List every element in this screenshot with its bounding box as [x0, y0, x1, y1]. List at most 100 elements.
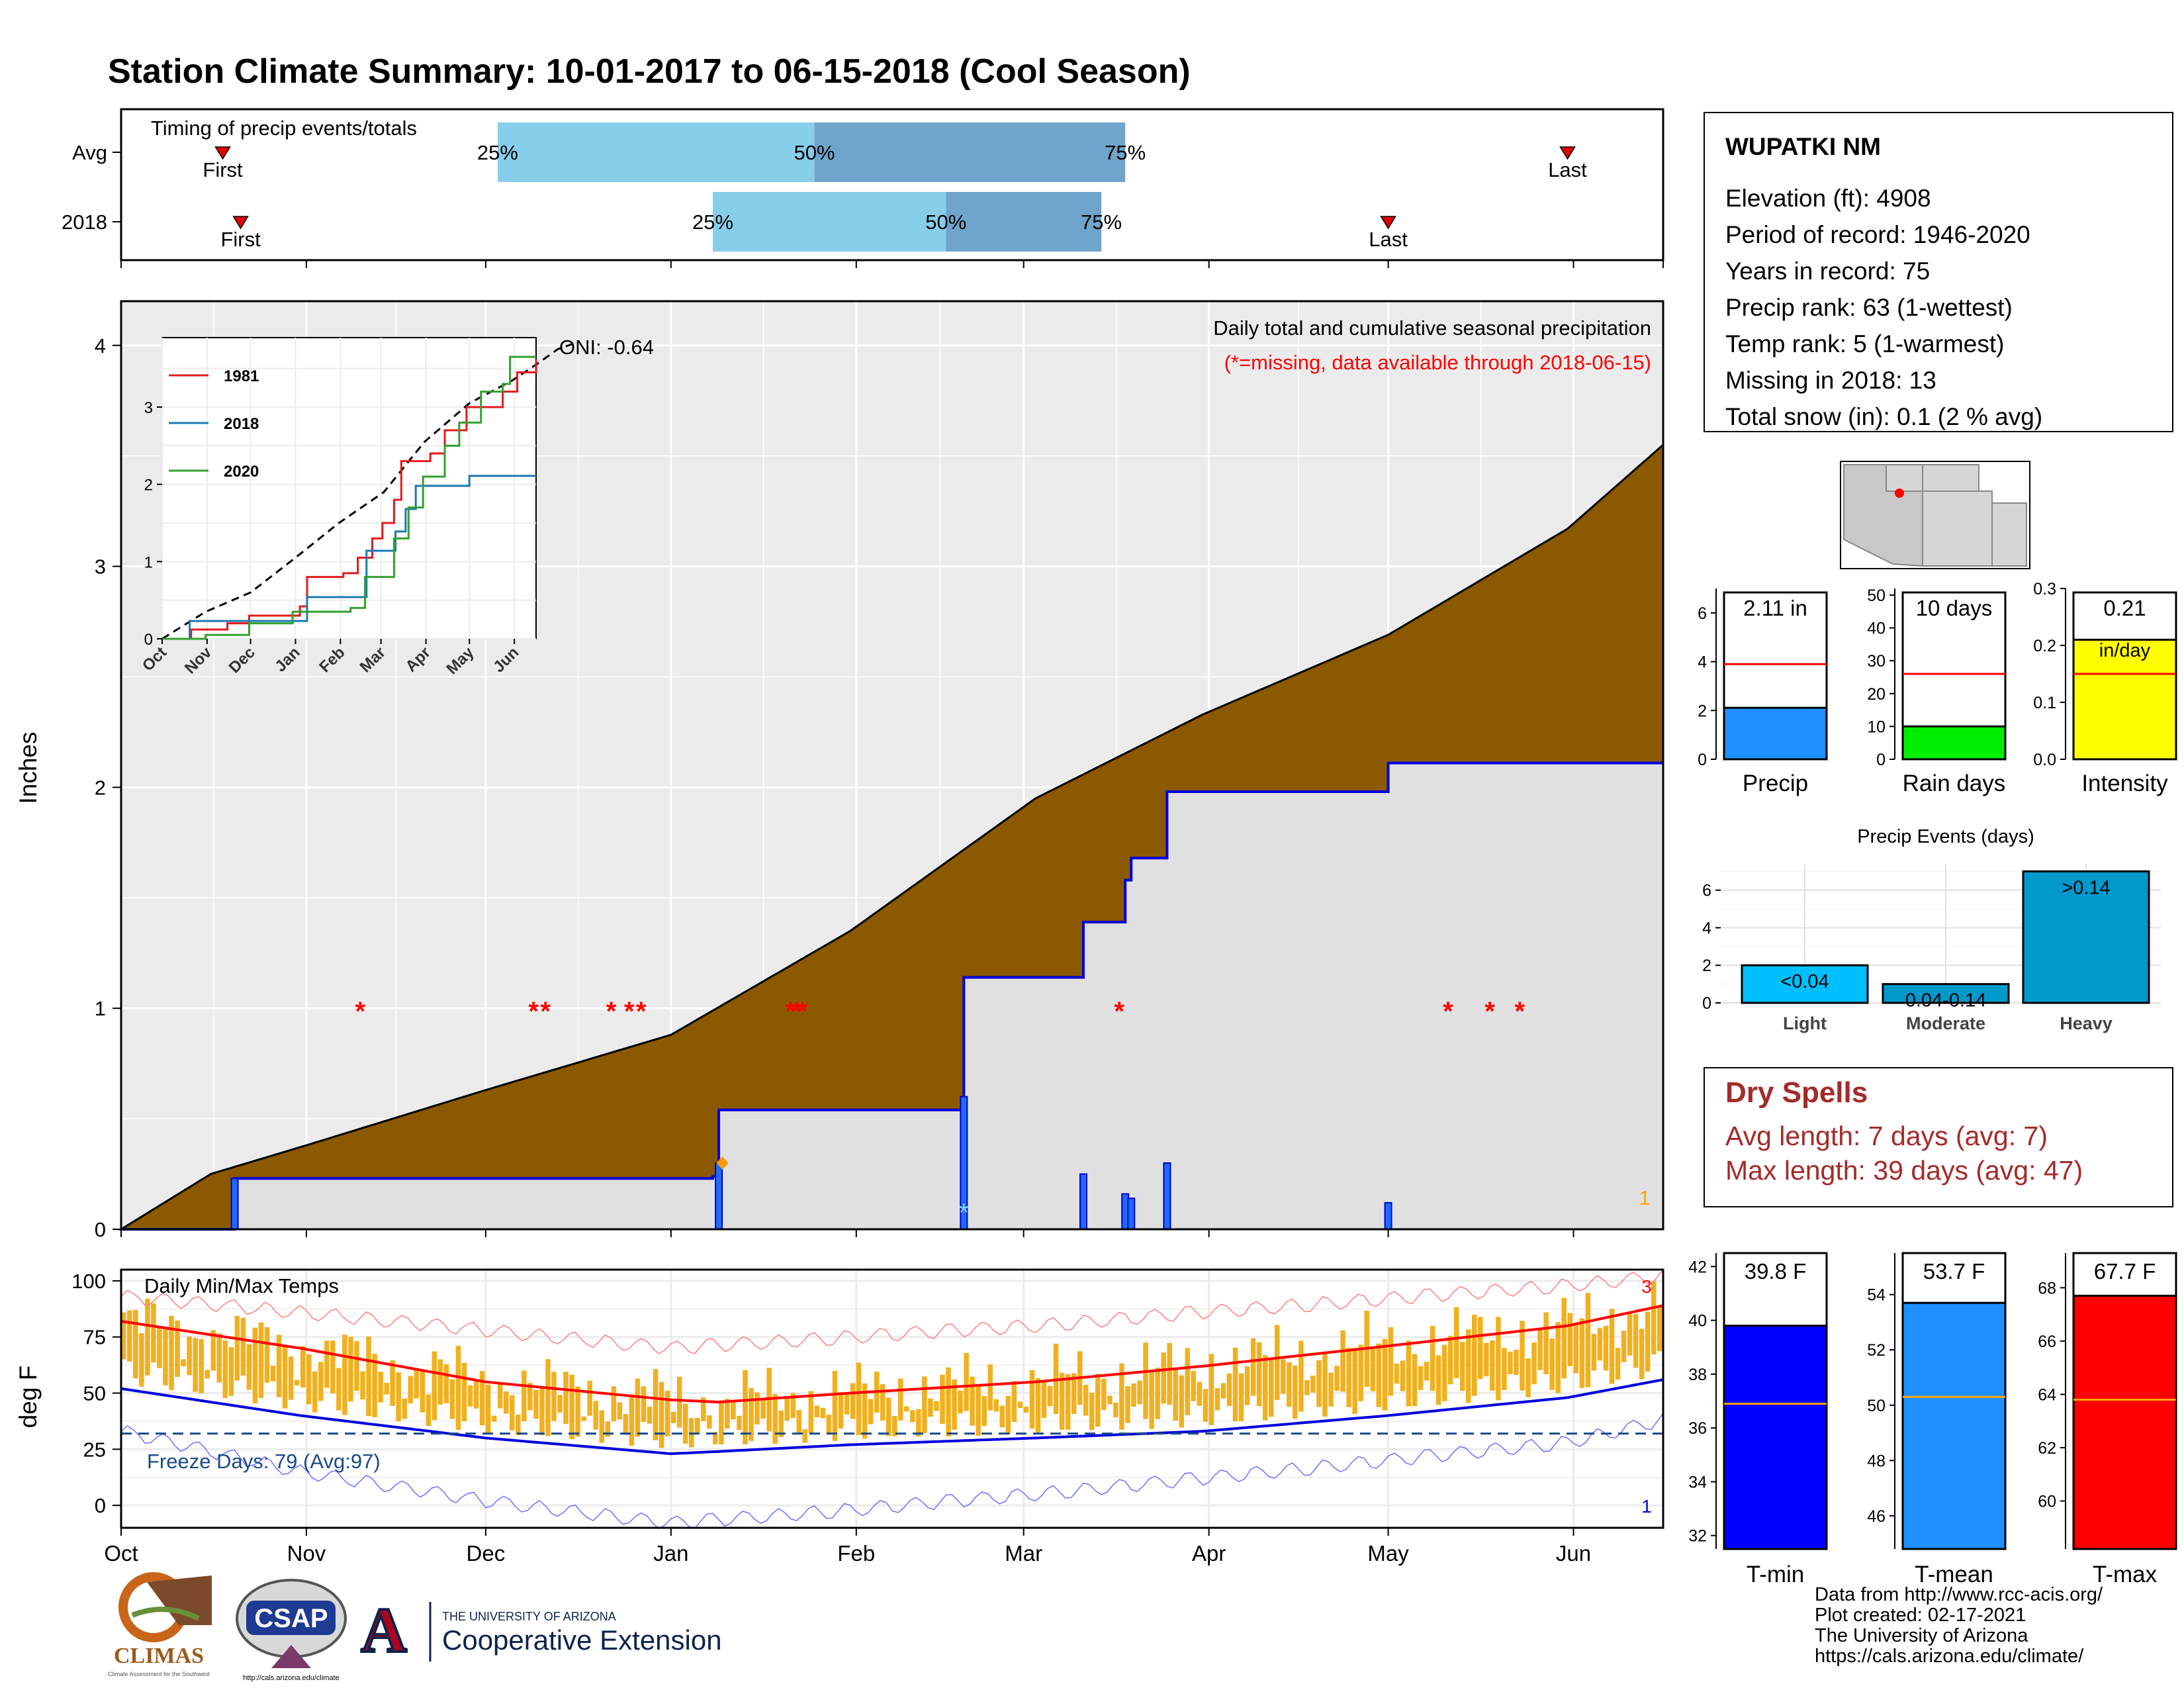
daily-temp-bar	[1400, 1360, 1406, 1391]
timing-first-label: First	[220, 228, 261, 251]
temp-bar-value	[1901, 1301, 2007, 1550]
daily-temp-bar	[856, 1362, 862, 1435]
inset-legend-label-2020: 2020	[224, 463, 259, 481]
inset-legend-label-1981: 1981	[224, 367, 259, 385]
snow-day-marker: *	[959, 1199, 970, 1228]
daily-temp-bar	[354, 1341, 359, 1391]
daily-temp-bar	[1101, 1378, 1107, 1411]
daily-temp-bar	[676, 1376, 682, 1428]
daily-temp-bar	[1274, 1325, 1280, 1400]
daily-temp-bar	[485, 1384, 491, 1434]
inset-gridlines	[161, 338, 536, 639]
daily-temp-bar	[778, 1411, 784, 1437]
daily-temp-bar	[1520, 1321, 1525, 1391]
timing-bar-25-50	[713, 192, 946, 252]
daily-temp-bar	[1107, 1395, 1113, 1405]
daily-temp-bar	[1370, 1348, 1376, 1391]
map-state-colorado	[1922, 464, 1979, 492]
daily-temp-bar	[1585, 1293, 1591, 1387]
daily-temp-bar	[1059, 1372, 1065, 1430]
temp-bar-y-tick-label: 62	[2038, 1439, 2056, 1458]
timing-bar-50-75	[946, 192, 1102, 252]
daily-temp-bar	[1340, 1330, 1345, 1392]
missing-data-marker: *	[1514, 997, 1525, 1026]
temp-bar-label: T-mean	[1915, 1562, 1993, 1587]
daily-temp-bar	[1310, 1376, 1316, 1393]
daily-temp-bar	[910, 1410, 915, 1423]
daily-temp-bar	[300, 1346, 306, 1388]
missing-data-marker: *	[786, 997, 796, 1026]
map-state-new-mexico	[1922, 491, 1993, 567]
precip-y-tick-label: 4	[95, 334, 106, 357]
daily-temp-bar	[306, 1354, 312, 1405]
daily-temp-bar	[234, 1315, 240, 1381]
daily-temp-bar	[1651, 1281, 1657, 1354]
temp-bar-y-tick-label: 42	[1688, 1258, 1707, 1276]
daily-temp-bar	[510, 1395, 515, 1431]
stats-line: Missing in 2018: 13	[1725, 367, 1936, 394]
temp-bar-y-tick-label: 48	[1867, 1452, 1886, 1470]
daily-temp-bar	[802, 1429, 808, 1443]
daily-temp-bar	[199, 1338, 204, 1393]
timing-rows: Avg 25% 50% 75% First Last 2018 25% 50% 75% First L…	[62, 122, 1664, 268]
daily-temp-bar	[1155, 1368, 1160, 1419]
daily-temp-bar	[1459, 1342, 1465, 1391]
daily-temp-bar	[175, 1320, 180, 1378]
daily-temp-bar	[940, 1374, 945, 1425]
daily-temp-bar	[1149, 1372, 1154, 1429]
missing-data-marker: *	[355, 997, 365, 1026]
daily-temp-bar	[725, 1399, 730, 1429]
daily-temp-bar	[970, 1376, 975, 1426]
stats-lines: Elevation (ft): 4908 Period of record: 19…	[1725, 185, 2042, 430]
temp-bar-y-tick-label: 34	[1688, 1473, 1707, 1491]
daily-temp-bar	[1508, 1351, 1513, 1375]
temp-plot-frame	[120, 1268, 1664, 1529]
temp-x-tick-label: Dec	[467, 1541, 506, 1566]
daily-temp-bar	[1322, 1352, 1328, 1417]
timing-panel-title: Timing of precip events/totals	[151, 117, 417, 140]
daily-temp-bar	[1352, 1348, 1357, 1414]
csap-logo-url: http://cals.arizona.edu/climate	[243, 1674, 340, 1682]
daily-temp-bar	[868, 1399, 874, 1425]
temp-chart-title: Daily Min/Max Temps	[144, 1274, 339, 1297]
temp-bar-y-tick-label: 38	[1688, 1366, 1707, 1384]
daily-temp-bar	[193, 1338, 198, 1392]
timing-label-25: 25%	[692, 211, 733, 234]
credit-line: Data from http://www.rcc-acis.org/	[1815, 1584, 2103, 1605]
precip-bar-y-tick-label: 0.0	[2033, 751, 2056, 769]
daily-temp-bar	[1603, 1326, 1609, 1371]
daily-temp-bar	[1334, 1366, 1340, 1391]
dry-spells-frame	[1704, 1067, 2173, 1207]
daily-temp-bar	[922, 1376, 927, 1434]
temp-bar-label: T-max	[2093, 1562, 2158, 1587]
daily-temp-bar	[1484, 1342, 1489, 1377]
daily-temp-bar	[360, 1371, 365, 1400]
precip-axes: 0 1 2 3 4	[95, 334, 1574, 1241]
daily-temp-bar	[581, 1416, 586, 1421]
daily-temp-bar	[1203, 1389, 1208, 1422]
events-category-label: Light	[1783, 1013, 1827, 1033]
daily-temp-bar	[1531, 1342, 1537, 1385]
daily-temp-bar	[467, 1385, 473, 1407]
daily-temp-bar	[1346, 1348, 1351, 1407]
daily-temp-bar	[1167, 1342, 1172, 1405]
daily-temp-bar	[1441, 1344, 1447, 1401]
daily-precip-bar	[1384, 1201, 1392, 1231]
daily-temp-bar	[1412, 1354, 1418, 1407]
daily-temp-bar	[1615, 1348, 1621, 1380]
stats-line: Years in record: 75	[1725, 258, 1930, 285]
daily-temp-bar	[1633, 1314, 1639, 1368]
csap-logo-text: CSAP	[254, 1604, 328, 1633]
temp-y-axis-label: deg F	[15, 1366, 42, 1429]
credit-line: https://cals.arizona.edu/climate/	[1815, 1646, 2084, 1667]
daily-temp-bar	[1226, 1373, 1232, 1407]
daily-temp-bar	[390, 1360, 395, 1406]
timing-bar-50-75	[814, 122, 1126, 182]
temp-x-tick-label: Mar	[1005, 1541, 1042, 1566]
temp-bar-value-label: 53.7 F	[1923, 1259, 1985, 1284]
daily-temp-bar	[838, 1391, 844, 1429]
daily-temp-bar	[1609, 1309, 1615, 1384]
temp-y-tick-label: 0	[95, 1494, 106, 1517]
precip-bar-y-tick-label: 4	[1698, 653, 1707, 672]
precip-bar-value-label: 2.11 in	[1743, 596, 1807, 620]
